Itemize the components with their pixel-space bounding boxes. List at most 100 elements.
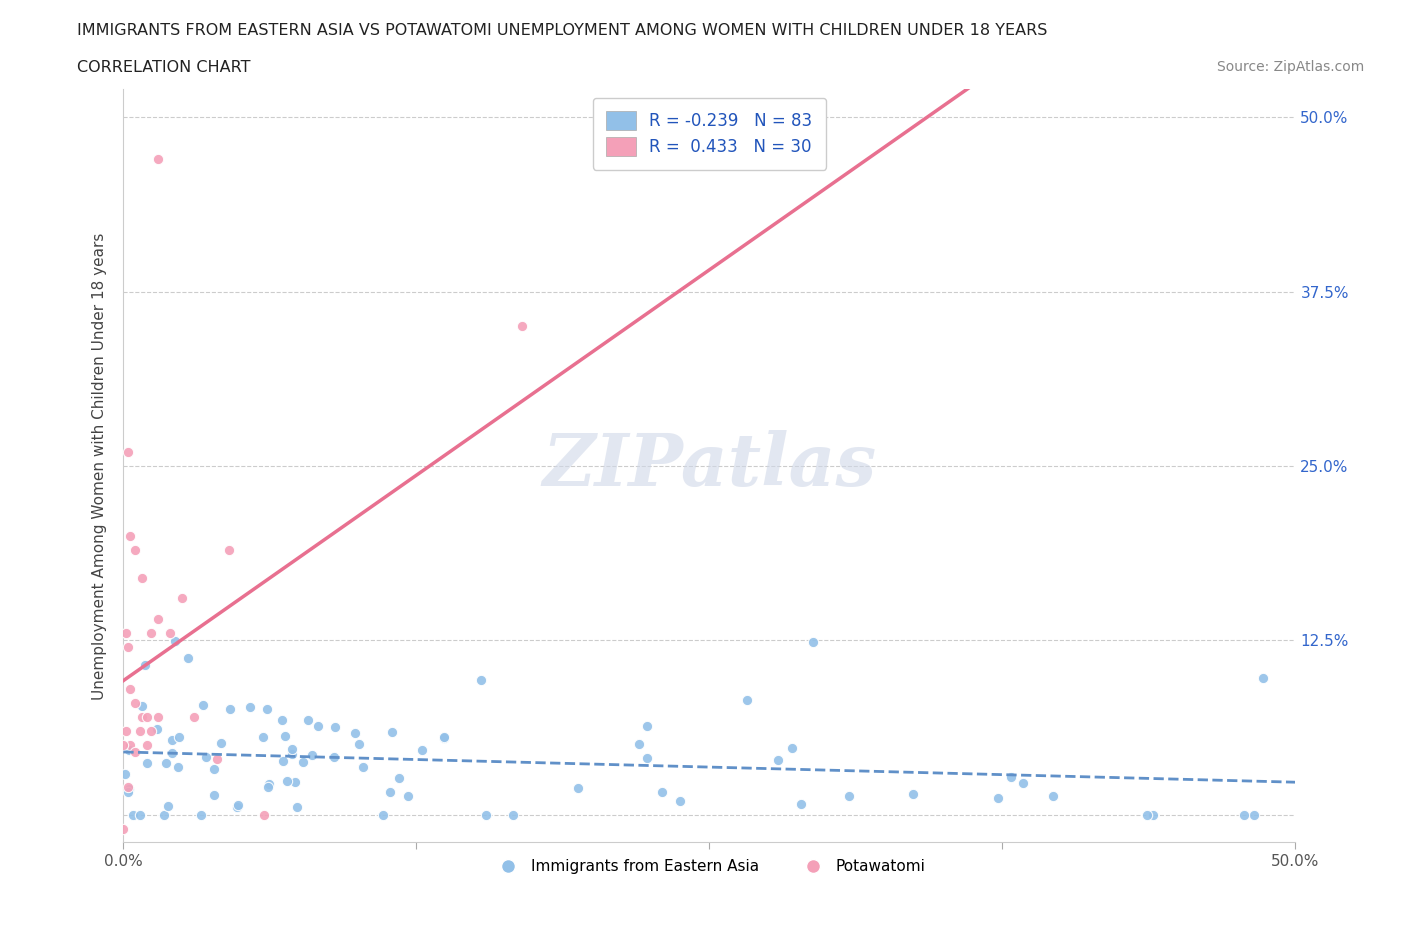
Point <box>903 787 925 802</box>
Text: IMMIGRANTS FROM EASTERN ASIA VS POTAWATOMI UNEMPLOYMENT AMONG WOMEN WITH CHILDRE: IMMIGRANTS FROM EASTERN ASIA VS POTAWATO… <box>77 23 1047 38</box>
Point <box>252 730 274 745</box>
Point <box>276 774 298 789</box>
Point <box>131 710 153 724</box>
Point <box>281 741 304 756</box>
Point <box>165 633 187 648</box>
Point <box>256 702 278 717</box>
Point <box>209 736 232 751</box>
Point <box>433 730 456 745</box>
Point <box>253 807 276 822</box>
Point <box>257 777 280 791</box>
Point <box>155 755 177 770</box>
Point <box>801 634 824 649</box>
Point <box>239 700 262 715</box>
Point <box>146 722 169 737</box>
Point <box>297 713 319 728</box>
Point <box>177 651 200 666</box>
Point <box>323 719 346 734</box>
Point <box>136 755 159 770</box>
Point <box>114 766 136 781</box>
Point <box>135 710 157 724</box>
Point <box>502 807 524 822</box>
Point <box>120 682 142 697</box>
Point <box>148 710 170 724</box>
Point <box>567 781 589 796</box>
Point <box>160 733 183 748</box>
Point <box>112 821 135 836</box>
Point <box>117 445 139 459</box>
Point <box>117 785 139 800</box>
Point <box>193 698 215 712</box>
Point <box>148 612 170 627</box>
Point <box>128 724 150 738</box>
Point <box>114 626 136 641</box>
Point <box>148 152 170 166</box>
Point <box>1251 671 1274 685</box>
Point <box>470 672 492 687</box>
Point <box>159 626 181 641</box>
Point <box>371 807 394 822</box>
Point <box>131 698 153 713</box>
Point <box>190 807 212 822</box>
Point <box>124 744 146 759</box>
Point <box>510 319 533 334</box>
Point <box>301 747 323 762</box>
Point <box>153 807 176 822</box>
Point <box>287 800 309 815</box>
Point <box>388 771 411 786</box>
Point <box>218 542 240 557</box>
Point <box>194 750 217 764</box>
Point <box>257 780 280 795</box>
Point <box>475 807 498 822</box>
Point <box>669 793 692 808</box>
Point <box>1243 807 1265 822</box>
Point <box>129 807 152 822</box>
Point <box>292 754 315 769</box>
Point <box>381 724 404 739</box>
Point <box>122 807 145 822</box>
Point <box>636 751 658 765</box>
Point <box>735 693 758 708</box>
Point <box>124 696 146 711</box>
Point <box>118 782 141 797</box>
Point <box>307 719 329 734</box>
Point <box>651 784 673 799</box>
Text: ZIPatlas: ZIPatlas <box>543 431 876 501</box>
Point <box>1012 776 1035 790</box>
Point <box>323 750 346 764</box>
Point <box>124 542 146 557</box>
Point <box>117 779 139 794</box>
Point <box>274 728 297 743</box>
Point <box>170 591 193 605</box>
Point <box>1142 807 1164 822</box>
Point <box>202 788 225 803</box>
Point <box>789 797 811 812</box>
Point <box>112 737 135 752</box>
Point <box>271 754 294 769</box>
Point <box>226 798 249 813</box>
Point <box>160 746 183 761</box>
Point <box>1000 770 1022 785</box>
Point <box>166 760 188 775</box>
Point <box>141 724 163 738</box>
Point <box>396 789 419 804</box>
Text: CORRELATION CHART: CORRELATION CHART <box>77 60 250 75</box>
Point <box>347 737 370 751</box>
Point <box>628 737 651 751</box>
Point <box>117 742 139 757</box>
Point <box>131 570 153 585</box>
Point <box>271 712 294 727</box>
Point <box>156 798 179 813</box>
Point <box>1136 807 1159 822</box>
Point <box>378 784 401 799</box>
Point <box>167 730 190 745</box>
Point <box>838 789 860 804</box>
Point <box>135 737 157 752</box>
Point <box>411 743 433 758</box>
Point <box>766 752 789 767</box>
Point <box>120 528 142 543</box>
Point <box>1042 788 1064 803</box>
Text: Source: ZipAtlas.com: Source: ZipAtlas.com <box>1216 60 1364 74</box>
Point <box>218 701 240 716</box>
Point <box>281 747 304 762</box>
